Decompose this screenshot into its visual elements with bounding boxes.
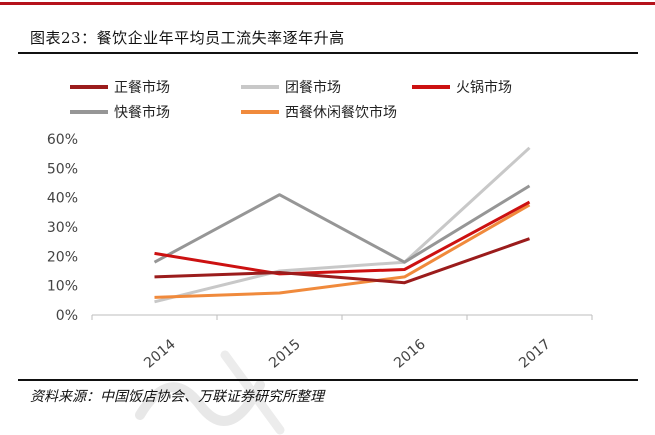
y-tick-label: 40%: [47, 191, 78, 207]
series-line-1: [154, 146, 531, 304]
legend-label-tuancan: 团餐市场: [285, 80, 341, 96]
y-axis-ticks: 0% 10% 20% 30% 40% 50% 60%: [47, 132, 78, 324]
series-line-4: [154, 203, 531, 299]
y-tick-label: 0%: [56, 308, 78, 324]
legend-item-tuancan: 团餐市场: [241, 77, 341, 97]
x-tick-label: 2015: [266, 336, 304, 371]
y-tick-label: 50%: [47, 161, 78, 177]
x-tick-label: 2016: [391, 336, 429, 371]
title-divider: [18, 52, 638, 54]
legend-swatch-kuaican: [70, 110, 108, 114]
y-tick-label: 30%: [47, 220, 78, 236]
x-tick-label: 2014: [141, 336, 179, 371]
y-tick-label: 10%: [47, 279, 78, 295]
series-line-3: [153, 184, 531, 264]
legend-swatch-huoguo: [412, 85, 450, 89]
legend-item-xican: 西餐休闲餐饮市场: [241, 102, 397, 122]
series-line-2: [154, 200, 531, 276]
figure-source: 资料来源：中国饭店协会、万联证券研究所整理: [30, 389, 324, 405]
x-axis-tickmarks: [91, 315, 593, 320]
series-lines: [153, 146, 531, 304]
figure-title: 图表23：餐饮企业年平均员工流失率逐年升高: [30, 29, 345, 47]
legend-label-xican: 西餐休闲餐饮市场: [285, 105, 397, 121]
y-tick-label: 60%: [47, 132, 78, 148]
x-axis-ticks: 2014 2015 2016 2017: [141, 336, 554, 371]
chart-legend: 正餐市场 团餐市场 火锅市场 快餐市场 西餐休闲餐饮市场: [0, 0, 655, 130]
legend-item-huoguo: 火锅市场: [412, 77, 512, 97]
y-tick-label: 20%: [47, 249, 78, 265]
legend-label-zhengcan: 正餐市场: [114, 80, 170, 96]
series-line-0: [154, 237, 530, 285]
legend-swatch-tuancan: [241, 85, 279, 89]
legend-swatch-xican: [241, 110, 279, 114]
legend-item-kuaican: 快餐市场: [70, 102, 170, 122]
source-divider: [18, 379, 638, 381]
legend-swatch-zhengcan: [70, 85, 108, 89]
legend-label-kuaican: 快餐市场: [114, 105, 170, 121]
x-tick-label: 2017: [516, 336, 554, 371]
legend-item-zhengcan: 正餐市场: [70, 77, 170, 97]
legend-label-huoguo: 火锅市场: [456, 80, 512, 96]
top-accent-rule: [0, 2, 655, 5]
